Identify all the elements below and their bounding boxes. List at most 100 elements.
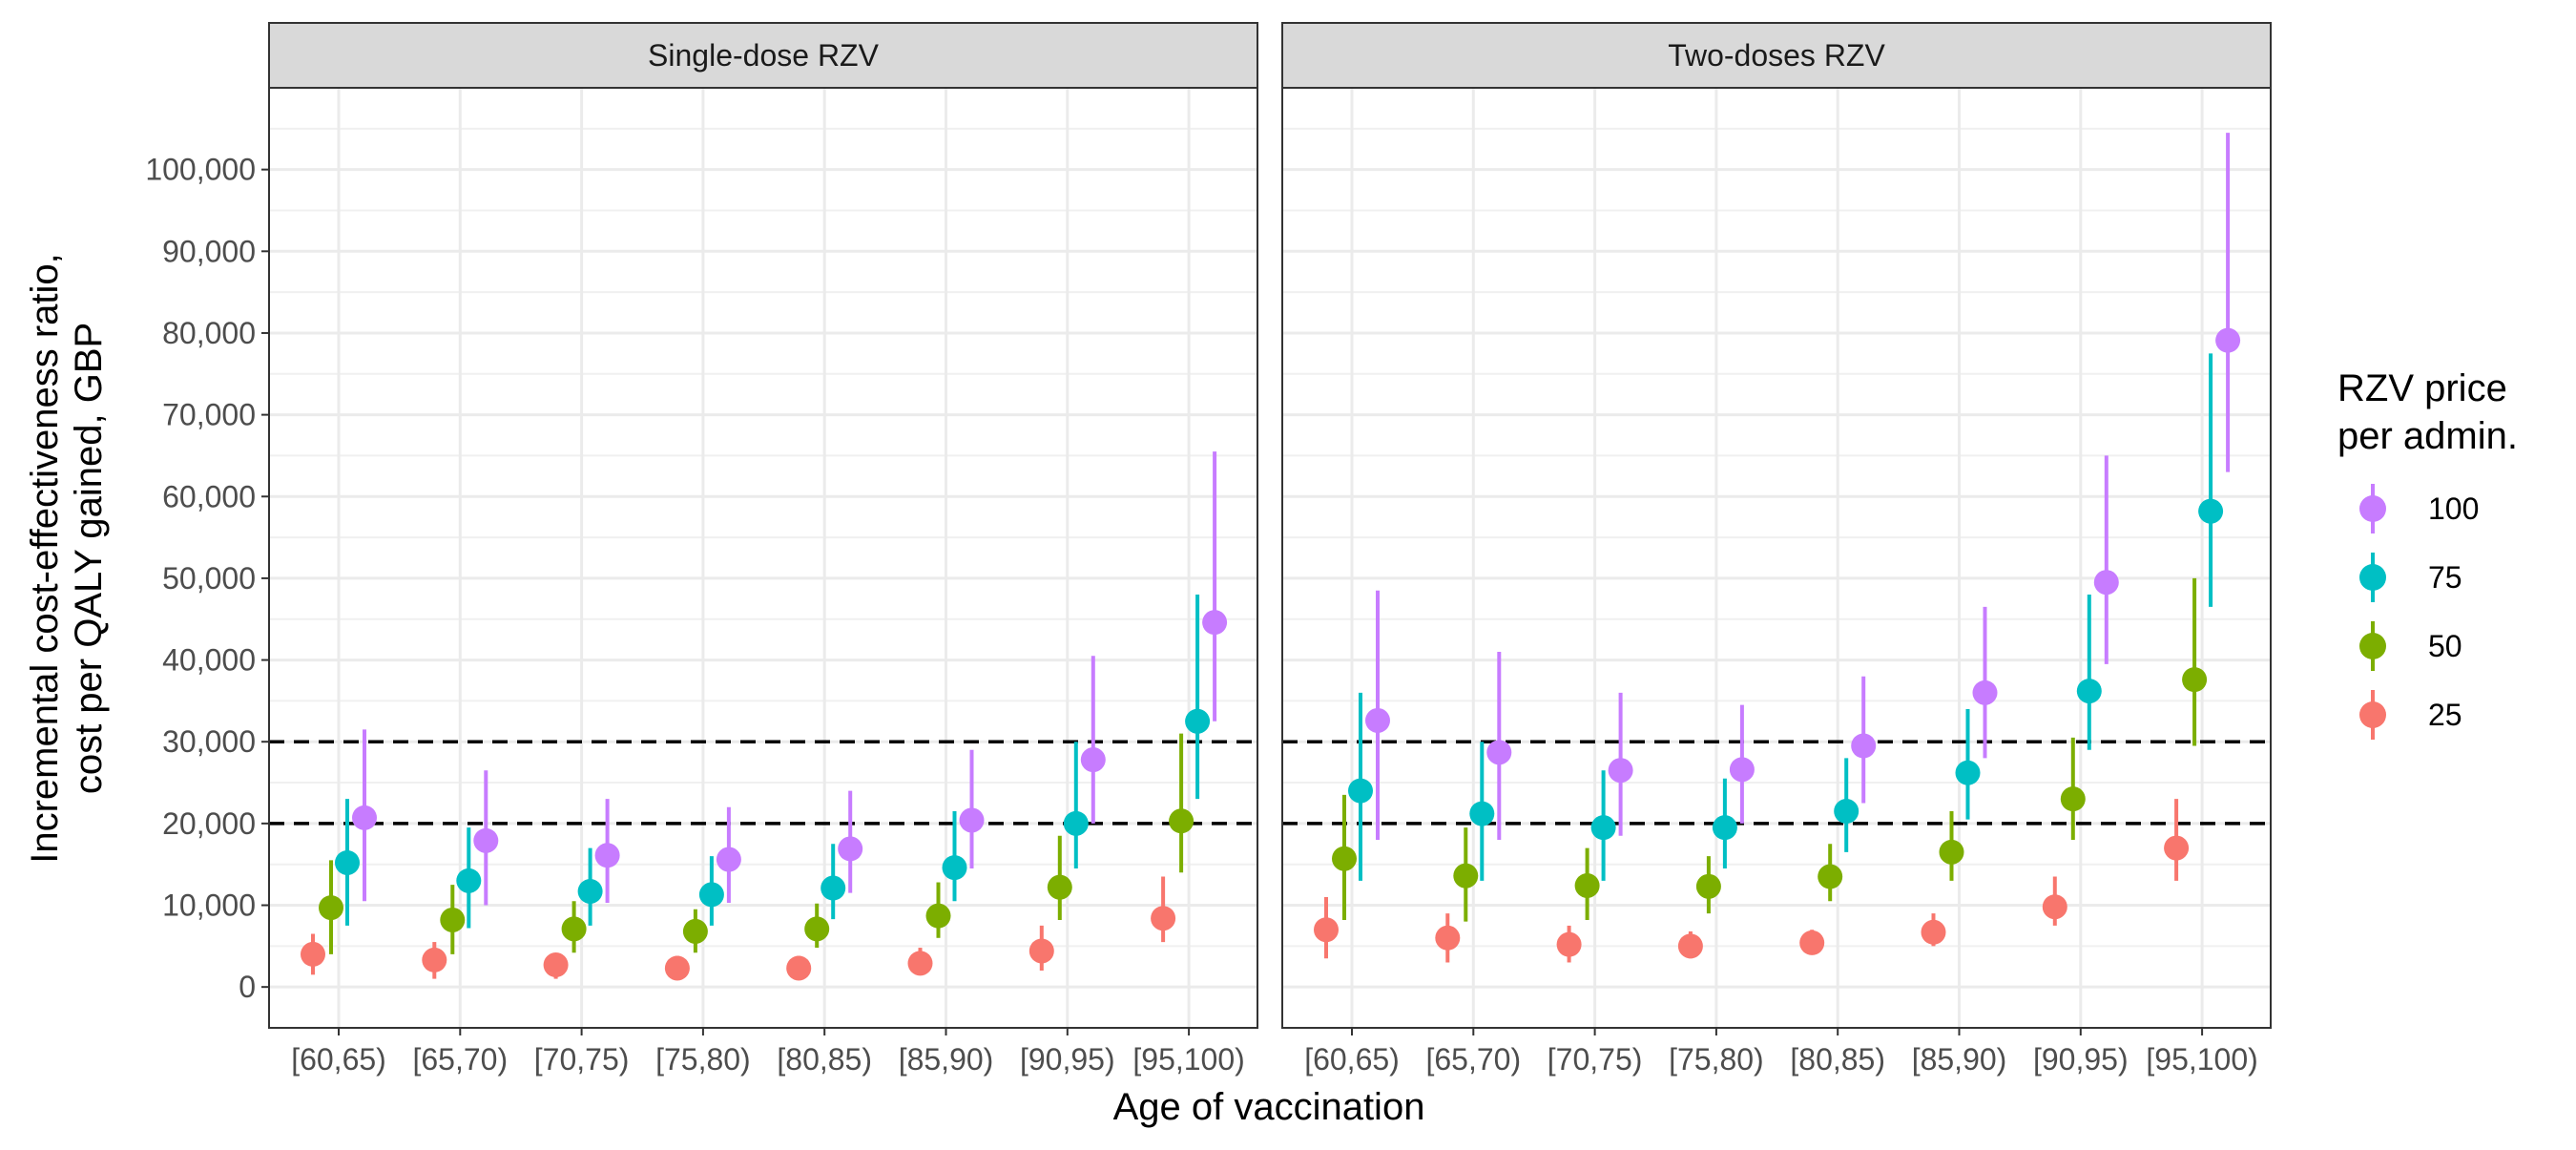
legend-key-point [2359, 701, 2386, 728]
x-tick-label: [65,70) [1425, 1042, 1521, 1077]
y-tick-label: 70,000 [162, 398, 256, 432]
data-point [1590, 815, 1616, 841]
data-point [2198, 498, 2224, 524]
data-point [698, 882, 724, 908]
data-point [1365, 707, 1390, 733]
y-tick-label: 60,000 [162, 479, 256, 513]
data-point [838, 836, 863, 862]
panel-title: Single-dose RZV [648, 38, 880, 73]
plot-background [1282, 88, 2271, 1028]
x-tick-label: [80,85) [1790, 1042, 1885, 1077]
data-point [1972, 680, 1998, 705]
data-point [1834, 799, 1859, 825]
x-tick-label: [75,80) [655, 1042, 751, 1077]
x-tick-label: [70,75) [534, 1042, 630, 1077]
x-tick-label: [95,100) [2146, 1042, 2257, 1077]
panel-strip [268, 22, 1258, 89]
data-point [1729, 757, 1755, 783]
data-point [2182, 667, 2208, 693]
x-tick-label: [95,100) [1132, 1042, 1244, 1077]
legend-title: RZV price per admin. [2337, 367, 2518, 457]
x-tick-label: [60,65) [291, 1042, 386, 1077]
data-point [1185, 708, 1211, 734]
data-point [1063, 810, 1089, 836]
data-point [543, 952, 569, 978]
data-point [319, 895, 343, 921]
legend: RZV price per admin. 100 75 50 25 [2337, 367, 2518, 740]
data-point [1955, 760, 1981, 785]
y-tick-label: 100,000 [145, 153, 256, 187]
data-point [959, 807, 985, 833]
data-point [1486, 740, 1512, 765]
legend-label: 100 [2428, 491, 2479, 526]
x-tick-label: [75,80) [1669, 1042, 1764, 1077]
data-point [1202, 610, 1228, 636]
data-point [561, 916, 587, 942]
y-tick-label: 10,000 [162, 889, 256, 923]
y-axis-title: Incremental cost-effectiveness ratio,cos… [24, 253, 110, 864]
data-point [456, 868, 482, 893]
data-point [821, 875, 846, 901]
data-point [594, 843, 620, 868]
legend-key-point [2359, 564, 2386, 591]
data-point [473, 827, 499, 853]
y-tick-label: 40,000 [162, 643, 256, 678]
y-tick-label: 50,000 [162, 561, 256, 596]
legend-key-point [2359, 495, 2386, 522]
x-tick-label: [60,65) [1304, 1042, 1400, 1077]
data-point [1047, 874, 1072, 900]
data-point [1332, 846, 1357, 871]
y-axis-title-line: Incremental cost-effectiveness ratio, [24, 253, 66, 864]
data-point [1818, 864, 1843, 889]
x-tick-label: [70,75) [1548, 1042, 1643, 1077]
panel-strip [1281, 22, 2272, 89]
data-point [422, 947, 447, 972]
x-tick-label: [80,85) [777, 1042, 872, 1077]
data-point [1851, 733, 1877, 759]
data-point [907, 951, 933, 976]
data-point [1435, 925, 1461, 951]
data-point [2042, 894, 2067, 920]
data-point [1453, 863, 1479, 889]
data-point [1695, 873, 1721, 899]
data-point [925, 903, 951, 929]
data-point [1677, 933, 1703, 959]
legend-label: 75 [2428, 560, 2462, 595]
legend-key-point [2359, 633, 2386, 659]
data-point [1799, 930, 1825, 955]
data-point [1921, 919, 1946, 945]
data-point [664, 955, 690, 981]
data-point [786, 955, 812, 981]
panel-1: Single-dose RZV [60,65) [65,70) [70,75) [75,… [268, 22, 1258, 1077]
legend-label: 25 [2428, 698, 2462, 732]
data-point [1028, 938, 1054, 964]
data-point [335, 849, 360, 875]
y-tick-label: 80,000 [162, 316, 256, 350]
x-tick-label: [85,90) [1912, 1042, 2007, 1077]
data-point [352, 805, 377, 830]
y-axis-title-line: cost per QALY gained, GBP [68, 323, 110, 794]
data-point [440, 907, 466, 932]
data-point [1712, 815, 1737, 841]
x-tick-label: [65,70) [412, 1042, 508, 1077]
data-point [1348, 778, 1373, 804]
panel-title: Two-doses RZV [1668, 38, 1885, 73]
y-tick-label: 30,000 [162, 724, 256, 759]
data-point [2093, 570, 2119, 596]
data-point [2164, 835, 2190, 861]
legend-title-line: RZV price [2337, 367, 2507, 409]
data-point [682, 918, 708, 944]
y-tick-label: 90,000 [162, 234, 256, 268]
data-point [1080, 747, 1106, 773]
data-point [2060, 786, 2086, 812]
data-point [1469, 801, 1495, 826]
data-point [2215, 327, 2241, 353]
panel-border [268, 87, 1258, 1029]
plot-background [269, 88, 1257, 1028]
data-point [1939, 839, 1964, 865]
x-tick-label: [90,95) [2033, 1042, 2129, 1077]
data-point [1314, 917, 1339, 943]
x-tick-label: [90,95) [1020, 1042, 1115, 1077]
